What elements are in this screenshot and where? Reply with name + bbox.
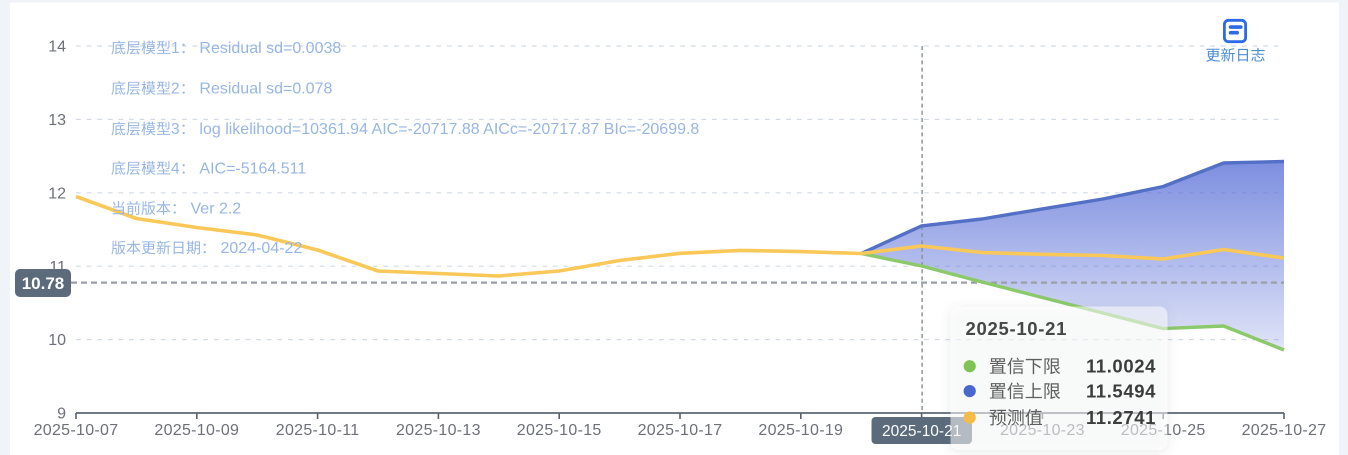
svg-text:2025-10-21: 2025-10-21 bbox=[966, 318, 1068, 339]
svg-text:9: 9 bbox=[57, 406, 66, 423]
svg-text:2025-10-19: 2025-10-19 bbox=[758, 422, 843, 439]
svg-text:2025-10-11: 2025-10-11 bbox=[276, 422, 360, 439]
svg-text:11.2741: 11.2741 bbox=[1086, 407, 1156, 428]
svg-text:2024-04-22: 2024-04-22 bbox=[221, 240, 303, 257]
svg-text:AIC=-5164.511: AIC=-5164.511 bbox=[199, 161, 306, 178]
svg-text:2025-10-17: 2025-10-17 bbox=[638, 422, 723, 439]
svg-text:3: 3 bbox=[171, 121, 180, 138]
svg-text:2025-10-07: 2025-10-07 bbox=[34, 422, 119, 439]
svg-text:Ver 2.2: Ver 2.2 bbox=[191, 201, 242, 218]
svg-text:2: 2 bbox=[171, 81, 180, 98]
svg-text:10: 10 bbox=[48, 332, 66, 349]
svg-text:12: 12 bbox=[48, 185, 66, 202]
svg-text:Residual sd=0.0038: Residual sd=0.0038 bbox=[199, 40, 341, 57]
svg-text:1: 1 bbox=[171, 40, 180, 57]
svg-text:11.0024: 11.0024 bbox=[1086, 356, 1156, 377]
svg-text:10.78: 10.78 bbox=[22, 274, 65, 293]
svg-text:4: 4 bbox=[171, 161, 180, 178]
svg-text:log likelihood=10361.94 AIC=-2: log likelihood=10361.94 AIC=-20717.88 AI… bbox=[199, 121, 699, 138]
svg-text:2025-10-21: 2025-10-21 bbox=[882, 423, 961, 440]
svg-text:11.5494: 11.5494 bbox=[1086, 381, 1156, 402]
svg-text:2025-10-15: 2025-10-15 bbox=[517, 422, 602, 439]
svg-text:Residual sd=0.078: Residual sd=0.078 bbox=[199, 81, 332, 98]
svg-text:13: 13 bbox=[48, 112, 66, 129]
svg-text:14: 14 bbox=[48, 39, 66, 56]
svg-text:2025-10-09: 2025-10-09 bbox=[154, 422, 239, 439]
svg-text:2025-10-27: 2025-10-27 bbox=[1242, 422, 1327, 439]
svg-text:2025-10-13: 2025-10-13 bbox=[396, 422, 481, 439]
